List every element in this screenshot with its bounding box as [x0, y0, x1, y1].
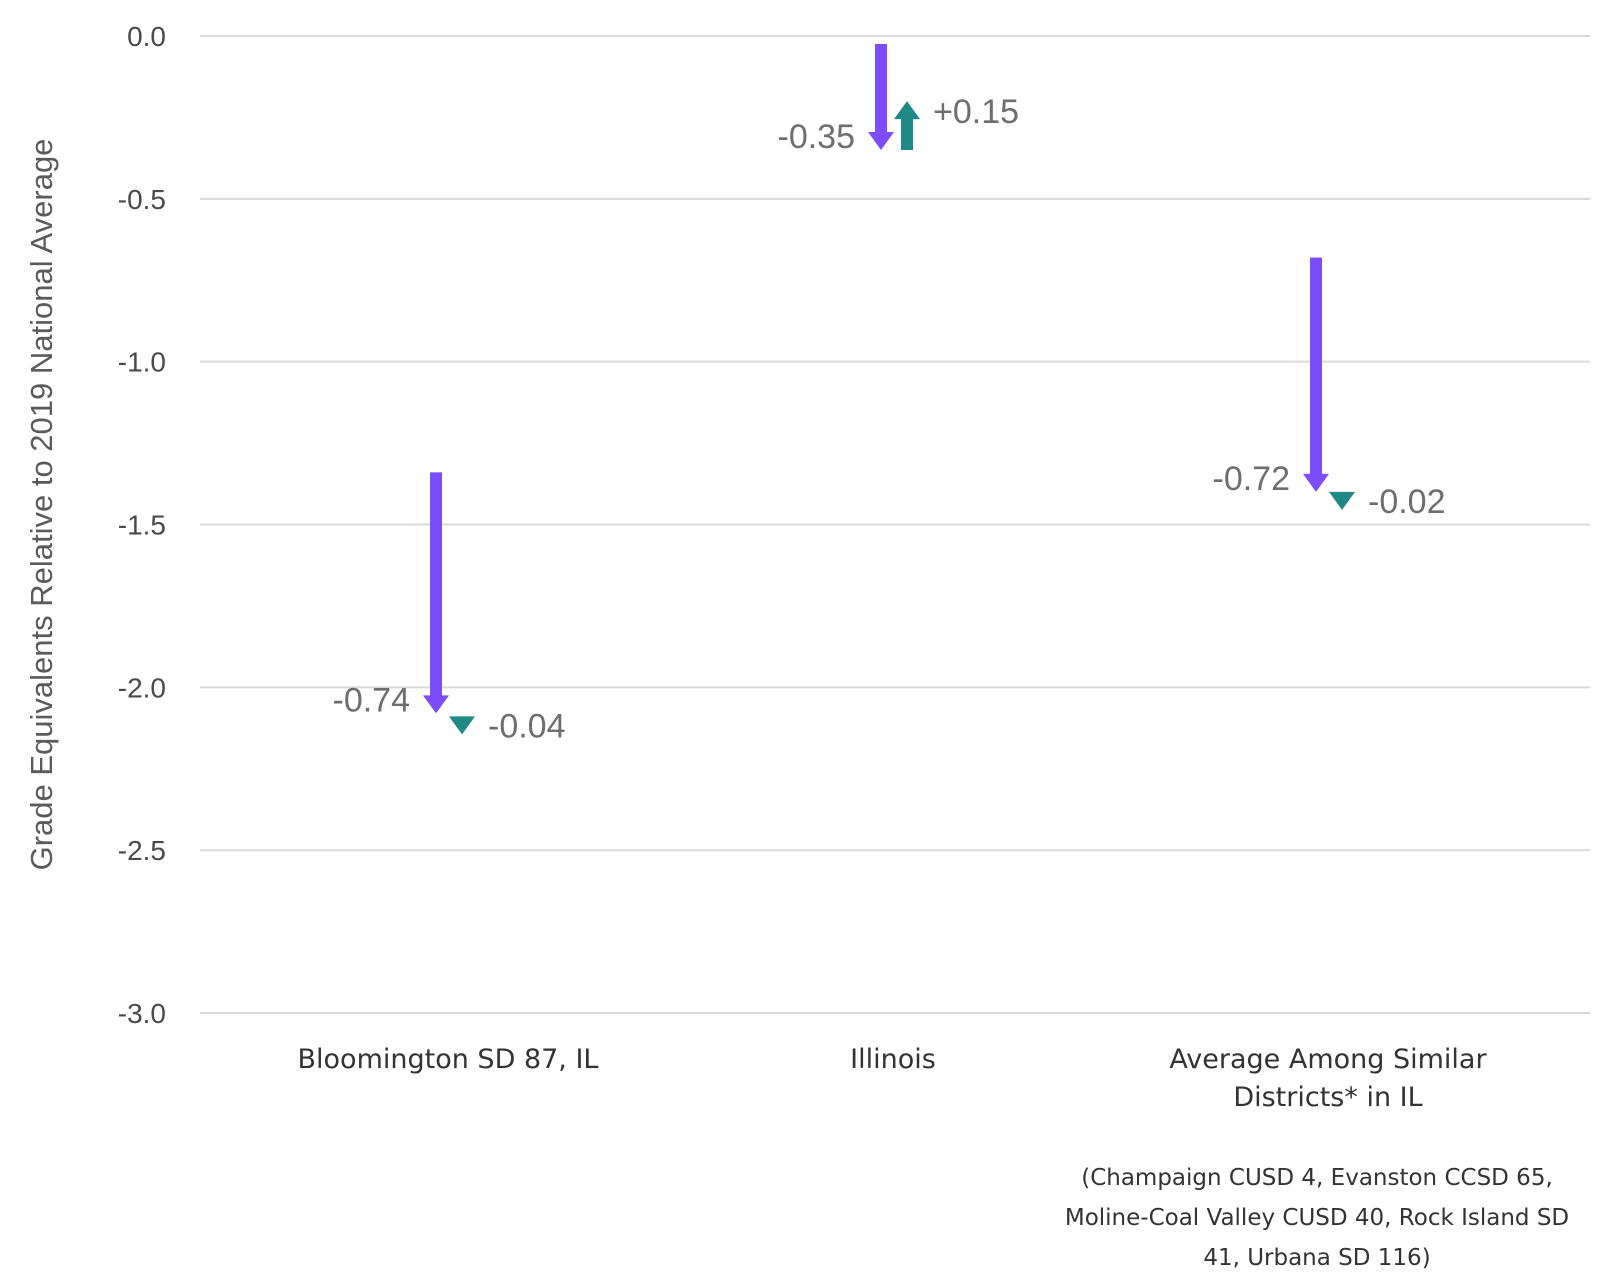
change-arrow: [894, 101, 920, 150]
footnote-line: Moline-Coal Valley CUSD 40, Rock Island …: [1064, 1205, 1570, 1231]
category-label: Bloomington SD 87, IL: [298, 1044, 599, 1075]
decline-arrow: [423, 472, 449, 714]
change-value-label: +0.15: [933, 93, 1019, 131]
chart-canvas: 0.0 -0.5 -1.0 -1.5 -2.0 -2.5 -3.0 Grade Equiva…: [24, 21, 1590, 1113]
category-label: Average Among Similar: [1169, 1044, 1487, 1075]
arrow-marks: [423, 44, 1355, 735]
y-tick-label: -0.5: [118, 184, 166, 215]
y-tick-label: -2.5: [118, 835, 166, 866]
y-axis-ticks: 0.0 -0.5 -1.0 -1.5 -2.0 -2.5 -3.0: [118, 21, 166, 1029]
y-tick-label: -1.5: [118, 510, 166, 541]
change-value-label: -0.04: [488, 707, 566, 745]
value-labels: -0.74 -0.04 -0.35 +0.15 -0.72 -0.02: [333, 93, 1446, 745]
y-tick-label: -3.0: [118, 998, 166, 1029]
footnote-line: 41, Urbana SD 116): [1203, 1245, 1431, 1271]
category-label: Illinois: [850, 1044, 936, 1075]
decline-arrow: [1303, 257, 1329, 492]
change-arrow: [1329, 491, 1355, 510]
category-labels: Bloomington SD 87, IL Illinois Average Amo…: [298, 1044, 1488, 1113]
change-value-label: -0.02: [1368, 483, 1446, 521]
y-tick-label: -1.0: [118, 347, 166, 378]
gridlines: [200, 35, 1590, 1014]
y-axis-title: Grade Equivalents Relative to 2019 Natio…: [24, 139, 59, 871]
decline-value-label: -0.74: [333, 681, 411, 719]
footnote: (Champaign CUSD 4, Evanston CCSD 65, Mol…: [1037, 1158, 1597, 1278]
y-axis-title-group: Grade Equivalents Relative to 2019 Natio…: [24, 139, 59, 871]
y-tick-label: 0.0: [127, 21, 166, 52]
decline-value-label: -0.72: [1213, 460, 1291, 498]
decline-value-label: -0.35: [778, 118, 856, 156]
footnote-line: (Champaign CUSD 4, Evanston CCSD 65,: [1081, 1165, 1553, 1191]
change-arrow: [449, 716, 475, 735]
category-label: Districts* in IL: [1233, 1082, 1422, 1113]
decline-arrow: [868, 44, 894, 150]
y-tick-label: -2.0: [118, 672, 166, 703]
